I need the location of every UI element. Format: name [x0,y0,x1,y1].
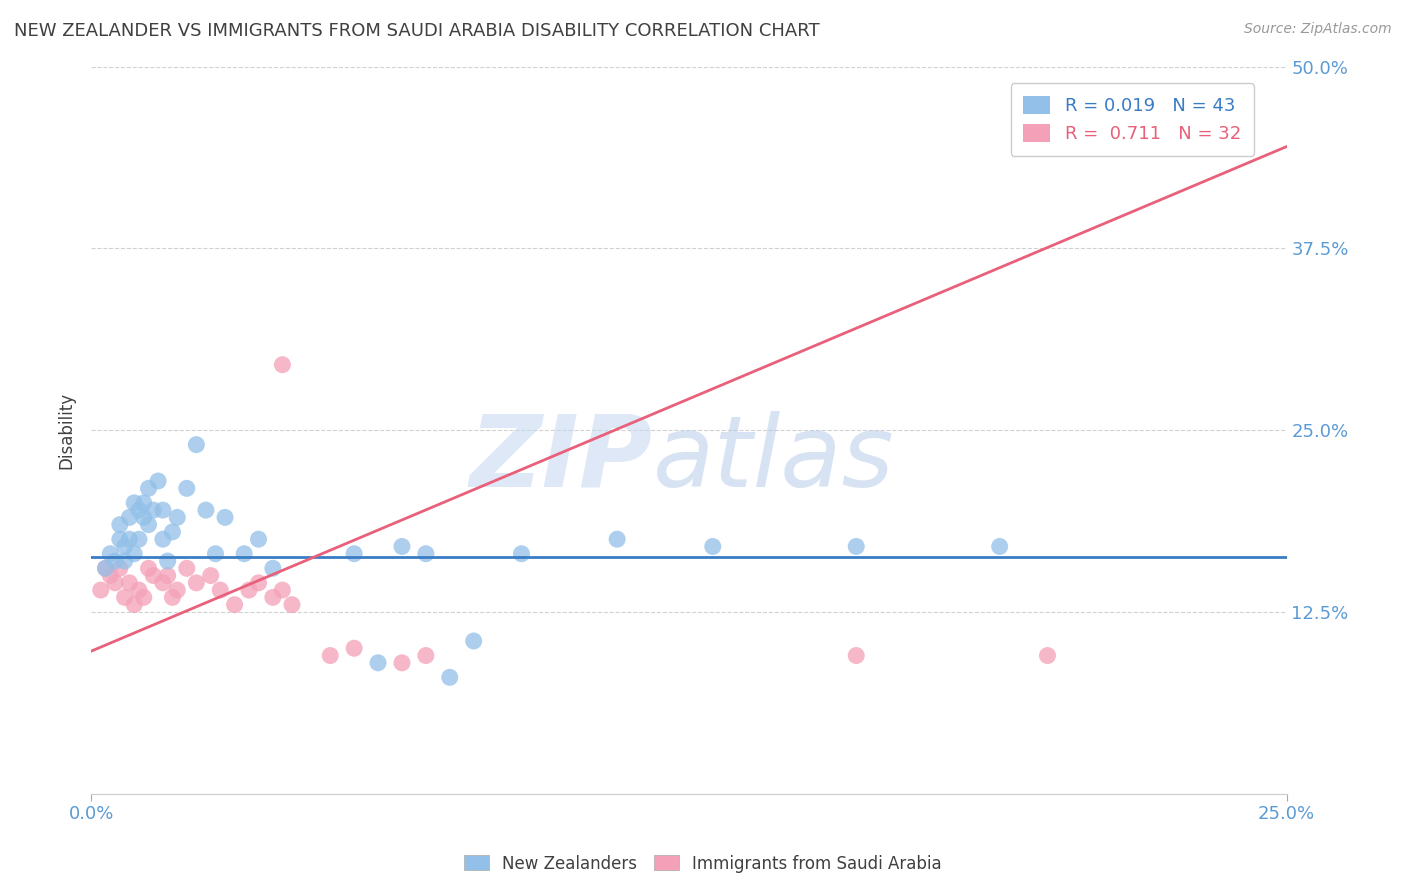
Point [156,554,179,568]
Point [114,554,136,568]
Point [114,591,136,605]
Point [98,568,121,582]
Point [845,648,868,663]
Point [90,583,112,598]
Point [128,532,150,546]
Text: NEW ZEALANDER VS IMMIGRANTS FROM SAUDI ARABIA DISABILITY CORRELATION CHART: NEW ZEALANDER VS IMMIGRANTS FROM SAUDI A… [14,22,820,40]
Point [152,532,174,546]
Point [391,656,413,670]
Point [247,532,270,546]
Point [138,561,160,575]
Point [146,474,169,488]
Point [1036,648,1059,663]
Point [439,670,461,684]
Point [122,547,145,561]
Point [128,503,150,517]
Text: ZIP: ZIP [470,410,652,508]
Text: Source: ZipAtlas.com: Source: ZipAtlas.com [1244,22,1392,37]
Point [186,438,208,452]
Point [415,547,437,561]
Point [98,547,121,561]
Point [606,532,628,546]
Y-axis label: Disability: Disability [58,392,75,468]
Point [152,575,174,590]
Point [118,532,141,546]
Point [138,481,160,495]
Point [214,510,236,524]
Point [319,648,342,663]
Point [463,634,485,648]
Point [176,481,198,495]
Point [166,510,188,524]
Point [367,656,389,670]
Point [114,540,136,554]
Point [271,583,294,598]
Point [343,547,366,561]
Point [162,591,184,605]
Point [204,547,226,561]
Point [132,510,155,524]
Point [224,598,246,612]
Point [391,540,413,554]
Text: atlas: atlas [652,410,894,508]
Point [271,358,294,372]
Point [142,568,165,582]
Point [108,517,131,532]
Point [247,575,270,590]
Point [132,591,155,605]
Point [702,540,724,554]
Point [156,568,179,582]
Point [138,517,160,532]
Point [122,496,145,510]
Point [988,540,1011,554]
Point [162,524,184,539]
Point [262,591,284,605]
Point [415,648,437,663]
Point [104,554,127,568]
Point [262,561,284,575]
Point [194,503,217,517]
Point [104,575,127,590]
Point [132,496,155,510]
Point [118,575,141,590]
Point [152,503,174,517]
Point [94,561,117,575]
Point [118,510,141,524]
Point [108,532,131,546]
Point [176,561,198,575]
Point [209,583,232,598]
Point [281,598,304,612]
Point [142,503,165,517]
Point [108,561,131,575]
Point [233,547,256,561]
Point [238,583,260,598]
Legend: New Zealanders, Immigrants from Saudi Arabia: New Zealanders, Immigrants from Saudi Ar… [457,848,949,880]
Point [343,641,366,656]
Point [122,598,145,612]
Point [845,540,868,554]
Legend: R = 0.019   N = 43, R =  0.711   N = 32: R = 0.019 N = 43, R = 0.711 N = 32 [1011,83,1254,156]
Point [510,547,533,561]
Point [94,561,117,575]
Point [200,568,222,582]
Point [166,583,188,598]
Point [186,575,208,590]
Point [128,583,150,598]
